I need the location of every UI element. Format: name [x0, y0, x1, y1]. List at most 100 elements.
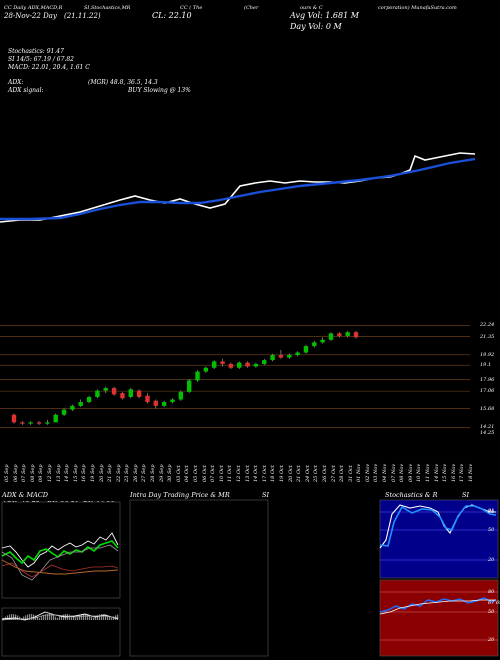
price-axis-label: 14.21 — [480, 424, 495, 431]
macd-histogram-bar — [19, 616, 21, 620]
rsi-axis-label: 50 — [488, 609, 495, 615]
macd-histogram-bar — [93, 617, 95, 620]
panel-title-stochastics: Stochastics & R — [385, 491, 438, 499]
macd-line — [1, 611, 119, 621]
price-axis-label: 17.06 — [480, 388, 495, 395]
candle-body — [136, 390, 142, 397]
candle-body — [353, 332, 359, 338]
macd-histogram-bar — [57, 617, 59, 620]
macd-histogram-bar — [97, 615, 99, 620]
rsi-line-blue — [379, 597, 497, 613]
stoch-line-blue — [379, 505, 497, 547]
macd-histogram-bar — [25, 615, 27, 620]
si-label[interactable]: SI,Stochastics,MR — [84, 5, 131, 11]
candle-body — [36, 422, 42, 424]
avg-vol: Avg Vol: 1.681 M — [290, 11, 359, 20]
title-fragment-3[interactable]: corporation) MunafaSutra.com — [378, 5, 457, 11]
adx-line-green — [1, 540, 119, 565]
macd-value: MACD: 22.01, 20.4, 1.61 C — [8, 64, 90, 71]
stochastics-value: Stochastics: 91.47 — [8, 48, 64, 55]
price-axis-label: 19.92 — [480, 351, 495, 358]
stoch-axis-label: 20 — [488, 557, 495, 563]
macd-histogram-bar — [29, 614, 31, 620]
candle-body — [78, 402, 83, 406]
candle-body — [228, 363, 234, 368]
rsi-line-white — [379, 599, 496, 615]
candle-body — [153, 400, 159, 406]
macd-histogram-bar — [75, 617, 77, 620]
bar-date-label: 28-Nov-22 Day — [4, 12, 57, 20]
price-axis-label: 22.24 — [480, 322, 495, 329]
macd-histogram-bar — [81, 614, 83, 620]
candle-body — [45, 422, 50, 424]
macd-histogram-bar — [49, 614, 51, 620]
candle-body — [178, 391, 184, 400]
macd-histogram-bar — [11, 614, 13, 620]
adx-signal-label: ADX signal: — [8, 87, 44, 94]
macd-histogram-bar — [113, 616, 115, 620]
stoch-axis-label: 91 — [488, 508, 495, 514]
macd-signal — [1, 614, 119, 621]
adx-line-orange — [1, 559, 119, 575]
macd-histogram-bar — [111, 617, 113, 620]
moving-average-line — [0, 157, 476, 221]
macd-histogram-bar — [47, 614, 49, 620]
macd-histogram-bar — [63, 614, 65, 620]
macd-histogram-bar — [55, 616, 57, 620]
chart-links[interactable]: CC Daily ADX,MACD,R — [4, 5, 63, 11]
macd-histogram-bar — [37, 616, 39, 620]
candle-body — [287, 355, 292, 358]
candle-body — [61, 409, 67, 415]
candle-body — [203, 367, 209, 372]
moving-average-chart — [0, 152, 476, 223]
adx-line-red — [1, 562, 119, 578]
intraday-panel — [129, 499, 269, 657]
price-line — [0, 152, 476, 223]
day-vol: Day Vol: 0 M — [290, 22, 342, 31]
date-text: (21.11.22) — [64, 12, 101, 20]
candle-body — [345, 332, 350, 336]
candle-body — [186, 380, 192, 392]
macd-histogram-bar — [83, 614, 85, 620]
macd-histogram-bar — [53, 615, 55, 620]
macd-histogram-bar — [15, 614, 17, 620]
candle-body — [328, 333, 334, 340]
macd-histogram-bar — [99, 614, 101, 620]
macd-histogram-bar — [71, 615, 73, 620]
adx-label: ADX: — [8, 79, 24, 86]
candle-body — [195, 371, 200, 381]
macd-histogram-bar — [101, 614, 103, 620]
macd-histogram-bar — [23, 616, 25, 620]
si-value: SI 14/5: 67.19 / 67.82 — [8, 56, 74, 63]
candle-body — [128, 389, 133, 397]
close-label: CL: 22.10 — [152, 11, 192, 20]
macd-histogram-bar — [41, 616, 43, 620]
candle-body — [211, 361, 217, 368]
macd-histogram-bar — [107, 615, 109, 620]
price-axis-label: 15.68 — [480, 405, 495, 412]
candle-body — [295, 352, 300, 356]
macd-histogram-bar — [103, 614, 105, 620]
macd-histogram-bar — [85, 614, 87, 620]
macd-histogram-bar — [105, 614, 107, 620]
panel-title-intraday: Intra Day Trading Price & MR — [130, 491, 230, 499]
panel-title-stoch-si: SI — [462, 491, 470, 499]
macd-histogram-bar — [109, 616, 111, 620]
price-axis-label: 21.35 — [480, 333, 495, 340]
macd-histogram-bar — [43, 615, 45, 620]
rsi-axis-label: 80 — [488, 589, 495, 595]
adx-panel — [1, 501, 121, 599]
macd-histogram-bar — [73, 616, 75, 620]
macd-histogram-bar — [31, 614, 33, 620]
macd-histogram-bar — [13, 614, 15, 620]
macd-histogram-bar — [69, 614, 71, 620]
candle-body — [245, 362, 250, 367]
candle-body — [120, 393, 125, 399]
candle-body — [278, 355, 284, 358]
candle-body — [20, 422, 25, 424]
macd-histogram-bar — [91, 616, 93, 620]
candle-body — [262, 360, 267, 364]
candle-body — [111, 388, 117, 395]
candle-body — [145, 395, 150, 403]
